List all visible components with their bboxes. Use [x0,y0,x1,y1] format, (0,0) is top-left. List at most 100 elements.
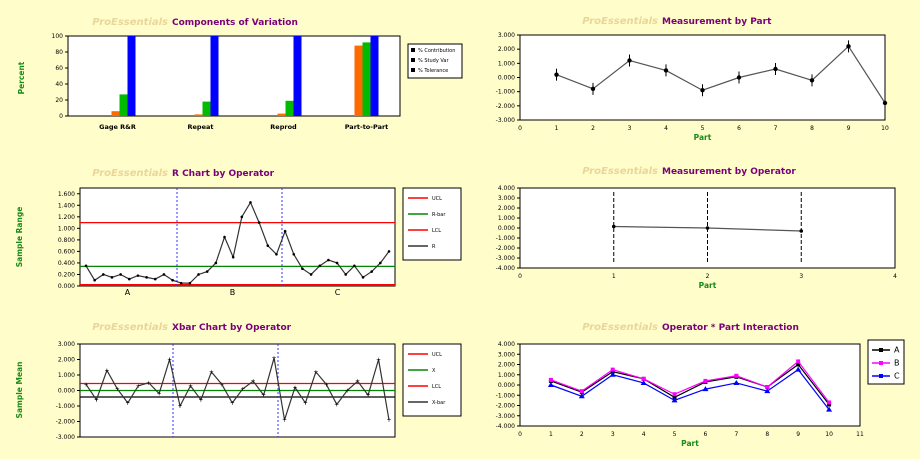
y-tick-label: 0.000 [498,75,515,82]
data-point [318,264,322,268]
data-point [257,221,261,224]
bar [119,94,128,116]
y-tick-label: 3.000 [498,351,515,358]
measurement-by-operator-chart: ProEssentials Measurement by Operator -4.0… [496,166,897,290]
x-tick-label: 2 [706,273,710,280]
bar [362,42,371,116]
category-label: Repeat [188,123,214,131]
data-point: + [376,357,381,364]
legend-label: UCL [432,196,442,202]
x-tick-label: 1 [549,431,553,438]
data-point [93,278,96,282]
chart-title: Components of Variation [172,18,298,28]
x-tick-label: 6 [704,431,708,438]
data-point: + [334,401,339,408]
legend-label: X [432,368,436,374]
x-axis-label: Part [681,439,699,448]
y-tick-label: -3.000 [496,413,516,420]
r-chart: ProEssentials R Chart by Operator 0.000 0.2… [15,168,462,297]
x-tick-label: 5 [701,125,705,132]
data-point [162,273,166,276]
plot-area [519,343,861,427]
legend: UCL X LCL X-bar [402,343,462,417]
x-tick-label: 6 [737,125,741,132]
x-tick-label: 5 [673,431,677,438]
data-point [663,68,669,73]
watermark: ProEssentials [582,16,658,27]
y-axis-label: Percent [17,61,26,94]
y-tick-label: -1.000 [496,392,516,399]
data-point [764,388,771,394]
legend-marker [879,361,883,365]
y-tick-label: 0.800 [58,237,75,244]
y-tick-label: -2.000 [496,403,516,410]
data-point: + [209,369,214,376]
y-tick-label: -2.000 [496,245,516,252]
x-tick-label: 8 [765,431,769,438]
legend-swatch [411,58,415,62]
legend: ABC [867,339,905,385]
category-label: Gage R&R [99,123,136,131]
data-point: + [355,378,360,385]
data-point: + [366,392,371,399]
bar [285,100,294,116]
y-tick-label: 20 [55,97,63,104]
data-point: + [115,386,120,393]
legend-box [407,43,463,79]
data-point: + [146,380,151,387]
y-tick-label: -2.000 [56,419,76,426]
data-point [179,281,183,285]
y-tick-label: -1.000 [56,403,76,410]
data-point: + [198,397,203,404]
watermark: ProEssentials [582,166,658,177]
data-point [611,224,616,229]
y-tick-label: 3.000 [498,32,515,39]
data-point [153,277,157,281]
data-point: + [272,355,277,362]
y-tick-label: 100 [52,33,64,40]
y-tick-label: 1.000 [58,225,75,232]
data-point [309,273,313,276]
data-point: + [386,417,391,424]
y-tick-label: 2.000 [498,362,515,369]
x-axis-label: Part [694,133,712,142]
data-point [733,379,740,385]
y-tick-label: 0.000 [498,225,515,232]
y-tick-label: 1.000 [498,372,515,379]
measurement-by-part-chart: ProEssentials Measurement by Part -3.000 -2… [496,16,889,142]
legend-label: X-bar [432,400,446,406]
data-point [327,258,330,262]
data-point [846,44,851,49]
y-axis-label: Sample Range [15,207,24,268]
legend-label: A [894,346,900,355]
legend-label: R [432,244,436,250]
x-tick-label: 0 [518,273,522,280]
data-point: + [178,403,183,410]
series-line [556,45,886,104]
data-point [379,261,382,265]
data-point: + [282,417,287,424]
data-point: + [292,384,297,391]
data-point [344,273,348,276]
y-tick-label: 2.000 [498,205,515,212]
data-point [301,267,304,271]
data-point: + [240,386,245,393]
data-point [579,389,584,394]
data-point: + [188,383,193,390]
x-tick-label: 3 [628,125,632,132]
x-tick-label: 9 [847,125,851,132]
series-line [550,363,830,405]
y-tick-label: 1.200 [58,214,75,221]
series-line [550,360,830,403]
y-tick-label: -2.000 [496,103,516,110]
data-point [145,276,148,279]
data-point: + [157,391,162,398]
data-point [188,281,192,285]
data-point [773,66,778,72]
data-point [705,226,710,230]
data-point [283,229,287,233]
y-tick-label: 0.600 [58,248,75,255]
data-point [796,362,801,367]
data-point [610,369,615,374]
